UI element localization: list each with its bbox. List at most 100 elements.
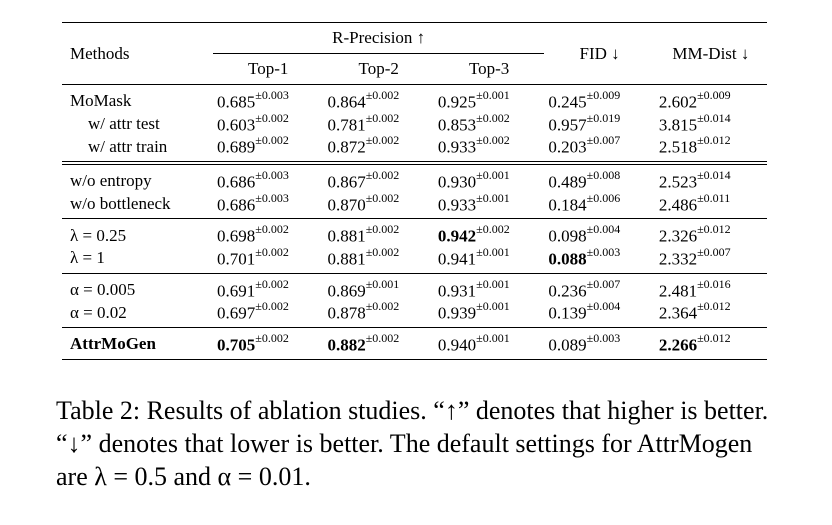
std-dev: ±0.012: [697, 330, 731, 345]
value-cell: 0.088±0.003: [544, 244, 654, 273]
value-cell: 0.139±0.004: [544, 299, 654, 327]
value: 0.925: [437, 92, 477, 112]
header-r-precision: R-Precision ↑: [213, 22, 545, 54]
method-cell: MoMask: [62, 85, 213, 113]
table-row: MoMask 0.685±0.003 0.864±0.002 0.925±0.001 0…: [62, 85, 767, 113]
std-dev: ±0.011: [697, 190, 731, 205]
std-dev: ±0.003: [586, 244, 621, 259]
method-name: λ = 1: [70, 248, 105, 268]
value-cell: 0.933±0.002: [434, 133, 544, 163]
value: 0.939: [437, 303, 477, 323]
table-row: λ = 1 0.701±0.002 0.881±0.002 0.941±0.001 0.…: [62, 244, 767, 273]
method-name: AttrMoGen: [70, 334, 156, 354]
value-cell: 0.940±0.001: [434, 327, 544, 359]
std-dev: ±0.002: [255, 299, 289, 314]
value-cell: 0.686±0.003: [213, 191, 323, 219]
value: 0.139: [548, 303, 587, 323]
value: 0.236: [548, 281, 587, 301]
method-cell: w/ attr train: [62, 135, 213, 163]
std-dev: ±0.016: [697, 276, 731, 291]
value: 0.867: [327, 172, 366, 192]
value: 2.602: [658, 92, 698, 112]
value-cell: 0.931±0.001: [434, 273, 544, 301]
value: 2.266: [658, 335, 698, 355]
value-cell: 2.326±0.012: [655, 219, 767, 247]
value: 0.691: [217, 281, 256, 301]
std-dev: ±0.012: [697, 299, 731, 314]
std-dev: ±0.003: [255, 167, 289, 182]
std-dev: ±0.007: [697, 244, 731, 259]
std-dev: ±0.001: [476, 88, 510, 102]
value-cell: 0.881±0.002: [323, 219, 433, 247]
value-cell: 0.705±0.002: [213, 327, 323, 359]
value-cell: 2.332±0.007: [655, 244, 767, 273]
value: 0.933: [437, 195, 477, 215]
value-cell: 2.523±0.014: [655, 163, 767, 193]
value-cell: 2.518±0.012: [655, 133, 767, 163]
std-dev: ±0.002: [365, 330, 400, 345]
value: 0.089: [548, 335, 587, 355]
std-dev: ±0.001: [476, 299, 510, 314]
table-row: w/ attr train 0.689±0.002 0.872±0.002 0.933…: [62, 133, 767, 163]
value-cell: 0.089±0.003: [544, 327, 654, 359]
header-top3: Top-3: [468, 59, 510, 78]
value: 2.486: [658, 195, 698, 215]
table-row: w/o entropy 0.686±0.003 0.867±0.002 0.930±0…: [62, 163, 767, 193]
value-cell: 0.701±0.002: [213, 244, 323, 273]
value: 0.698: [217, 226, 256, 246]
std-dev: ±0.002: [365, 133, 400, 148]
value: 0.098: [548, 226, 587, 246]
value: 0.940: [437, 335, 477, 355]
value-cell: 2.481±0.016: [655, 273, 767, 301]
value-cell: 0.489±0.008: [544, 163, 654, 193]
value: 0.705: [217, 335, 256, 355]
header-top2: Top-2: [358, 59, 399, 78]
std-dev: ±0.002: [365, 88, 400, 102]
std-dev: ±0.001: [365, 276, 400, 291]
method-cell: α = 0.02: [62, 301, 213, 327]
method-name: w/ attr train: [88, 136, 168, 156]
value: 0.701: [217, 249, 256, 269]
value-cell: 0.691±0.002: [213, 273, 323, 301]
row-group: α = 0.005 0.691±0.002 0.869±0.001 0.931±0.0…: [62, 273, 767, 327]
caption: Table 2: Results of ablation studies. “↑…: [56, 396, 769, 491]
value: 3.815: [658, 115, 698, 135]
value: 0.957: [548, 115, 587, 135]
std-dev: ±0.001: [476, 276, 510, 291]
std-dev: ±0.008: [586, 167, 621, 182]
std-dev: ±0.002: [365, 167, 400, 182]
value-cell: 0.245±0.009: [544, 85, 654, 113]
value-cell: 0.685±0.003: [213, 85, 323, 113]
table-row: α = 0.02 0.697±0.002 0.878±0.002 0.939±0.00…: [62, 299, 767, 327]
value: 0.853: [437, 115, 477, 135]
std-dev: ±0.001: [476, 244, 510, 259]
value: 2.364: [658, 303, 698, 323]
method-name: λ = 0.25: [70, 225, 127, 245]
table-row: α = 0.005 0.691±0.002 0.869±0.001 0.931±0.0…: [62, 273, 767, 301]
std-dev: ±0.002: [365, 110, 400, 125]
std-dev: ±0.009: [586, 88, 621, 102]
std-dev: ±0.001: [476, 190, 510, 205]
method-name: α = 0.005: [70, 279, 136, 299]
value: 0.489: [548, 172, 587, 192]
value: 0.881: [327, 226, 366, 246]
value: 0.088: [548, 249, 587, 269]
value-cell: 0.698±0.002: [213, 219, 323, 247]
value-cell: 0.941±0.001: [434, 244, 544, 273]
std-dev: ±0.002: [255, 244, 289, 259]
value-cell: 0.864±0.002: [323, 85, 433, 113]
header-top1: Top-1: [248, 59, 289, 78]
value-cell: 0.881±0.002: [323, 245, 433, 273]
value: 0.930: [437, 172, 477, 192]
std-dev: ±0.002: [255, 133, 289, 148]
value: 0.184: [548, 195, 587, 215]
value-cell: 0.603±0.002: [213, 111, 323, 136]
std-dev: ±0.001: [476, 167, 510, 182]
table-row: AttrMoGen 0.705±0.002 0.882±0.002 0.940±0.0…: [62, 327, 767, 359]
value: 2.332: [658, 249, 698, 269]
std-dev: ±0.001: [476, 330, 510, 345]
value-cell: 0.867±0.002: [323, 163, 433, 193]
method-cell: w/o entropy: [62, 163, 213, 193]
value: 0.781: [327, 115, 366, 135]
